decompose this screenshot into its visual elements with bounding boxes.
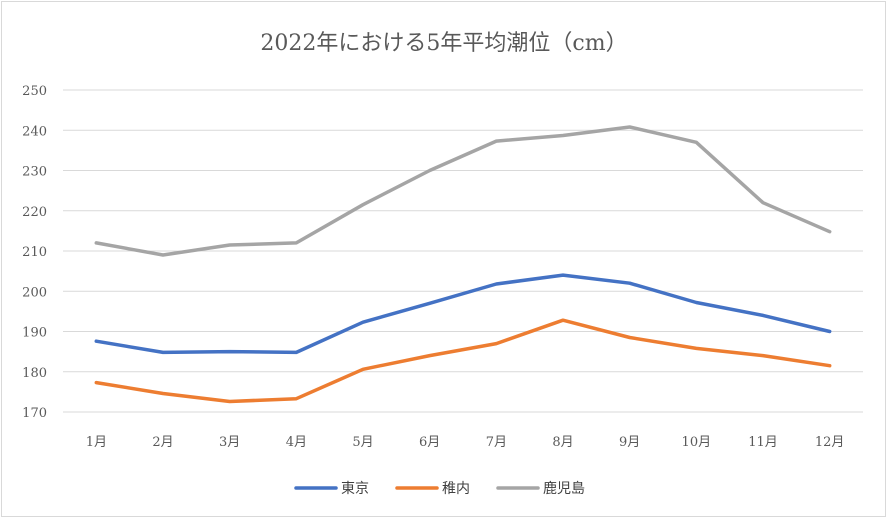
- x-axis-ticks: 1月 2月 3月 4月 5月 6月 7月 8月 9月 10月 11月 12月: [86, 435, 845, 450]
- legend: 東京 稚内 鹿児島: [294, 480, 585, 497]
- legend-label: 東京: [341, 481, 369, 497]
- x-tick-label: 7月: [486, 435, 507, 450]
- y-axis-ticks: 170 180 190 200 210 220 230 240 250: [22, 84, 47, 421]
- y-tick-label: 200: [22, 285, 47, 300]
- y-tick-label: 220: [22, 205, 47, 220]
- y-tick-label: 240: [22, 124, 47, 139]
- x-tick-label: 9月: [619, 435, 640, 450]
- series-line: [94, 318, 832, 404]
- legend-label: 鹿児島: [543, 480, 585, 497]
- y-tick-label: 250: [22, 84, 47, 99]
- x-tick-label: 2月: [152, 435, 173, 450]
- y-tick-label: 190: [22, 326, 47, 341]
- series-lines: [94, 125, 832, 404]
- y-tick-label: 210: [22, 245, 47, 260]
- chart-title: 2022年における5年平均潮位（cm）: [260, 31, 627, 56]
- x-tick-label: 8月: [552, 435, 573, 450]
- x-tick-label: 3月: [219, 435, 240, 450]
- x-tick-label: 6月: [419, 435, 440, 450]
- x-tick-label: 11月: [748, 435, 778, 450]
- legend-label: 稚内: [442, 481, 470, 497]
- series-line: [94, 125, 832, 257]
- x-tick-label: 1月: [86, 435, 107, 450]
- x-tick-label: 5月: [352, 435, 373, 450]
- series-line: [94, 273, 832, 355]
- x-tick-label: 4月: [286, 435, 307, 450]
- y-tick-label: 170: [22, 406, 47, 421]
- x-tick-label: 10月: [682, 435, 712, 450]
- y-tick-label: 230: [22, 165, 47, 180]
- x-tick-label: 12月: [815, 435, 845, 450]
- y-tick-label: 180: [22, 366, 47, 381]
